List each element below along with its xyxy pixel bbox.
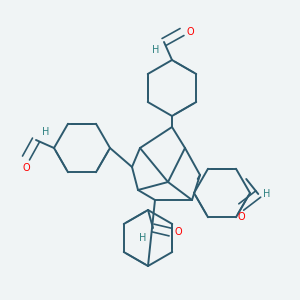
Text: H: H <box>139 233 147 243</box>
Text: H: H <box>262 189 270 199</box>
Text: H: H <box>152 45 160 55</box>
Text: O: O <box>174 227 182 237</box>
Text: O: O <box>22 163 30 173</box>
Text: O: O <box>186 27 194 37</box>
Text: H: H <box>42 127 50 137</box>
Text: O: O <box>237 212 245 222</box>
